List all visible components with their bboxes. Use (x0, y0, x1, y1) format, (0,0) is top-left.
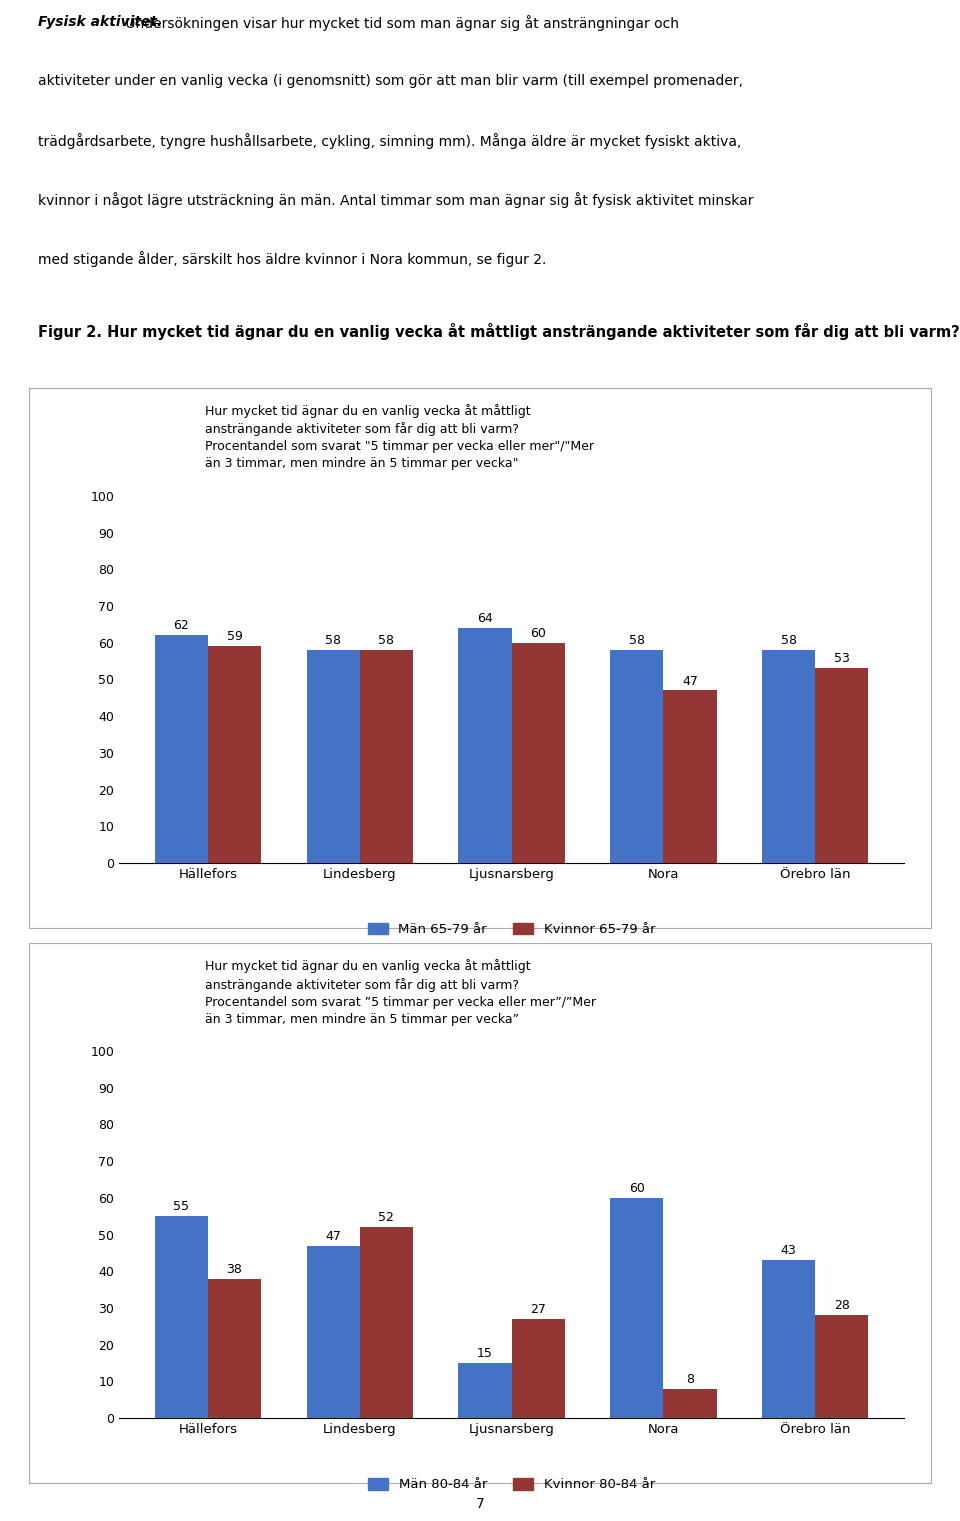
Bar (762, 1261, 815, 1418)
Text: 60: 60 (629, 1182, 645, 1196)
Bar (360, 1227, 413, 1418)
Text: 58: 58 (325, 634, 341, 646)
Text: 27: 27 (530, 1303, 546, 1316)
Text: 55: 55 (174, 1200, 189, 1214)
Bar (155, 636, 208, 862)
Text: 58: 58 (378, 634, 395, 646)
Bar (611, 1199, 663, 1418)
Text: Figur 2. Hur mycket tid ägnar du en vanlig vecka åt måttligt ansträngande aktivi: Figur 2. Hur mycket tid ägnar du en vanl… (38, 322, 960, 339)
Bar (512, 1319, 564, 1418)
Bar (459, 1363, 512, 1418)
Text: 62: 62 (174, 619, 189, 633)
Bar (459, 628, 512, 862)
Text: 47: 47 (325, 1229, 341, 1243)
Bar (512, 643, 564, 862)
Bar (611, 649, 663, 862)
Bar (306, 1246, 360, 1418)
Text: 38: 38 (227, 1262, 242, 1276)
Text: kvinnor i något lägre utsträckning än män. Antal timmar som man ägnar sig åt fys: kvinnor i något lägre utsträckning än mä… (38, 192, 754, 208)
Bar (663, 1389, 716, 1418)
Text: 7: 7 (475, 1497, 485, 1512)
Text: 60: 60 (530, 627, 546, 640)
Bar (208, 646, 261, 862)
Text: 53: 53 (834, 653, 850, 666)
Bar (360, 649, 413, 862)
Bar (155, 1217, 208, 1418)
Text: 64: 64 (477, 611, 492, 625)
Text: 59: 59 (227, 630, 242, 643)
Bar (762, 649, 815, 862)
Text: trädgårdsarbete, tyngre hushållsarbete, cykling, simning mm). Många äldre är myc: trädgårdsarbete, tyngre hushållsarbete, … (38, 134, 742, 149)
Text: Fysisk aktivitet.: Fysisk aktivitet. (38, 15, 162, 29)
Text: 8: 8 (686, 1373, 694, 1386)
Bar (815, 1316, 869, 1418)
Text: 15: 15 (477, 1348, 492, 1360)
Text: Hur mycket tid ägnar du en vanlig vecka åt måttligt
ansträngande aktiviteter som: Hur mycket tid ägnar du en vanlig vecka … (204, 405, 594, 470)
Text: Hur mycket tid ägnar du en vanlig vecka åt måttligt
ansträngande aktiviteter som: Hur mycket tid ägnar du en vanlig vecka … (204, 960, 596, 1025)
Text: 58: 58 (629, 634, 645, 646)
Text: aktiviteter under en vanlig vecka (i genomsnitt) som gör att man blir varm (till: aktiviteter under en vanlig vecka (i gen… (38, 75, 743, 88)
Text: Undersökningen visar hur mycket tid som man ägnar sig åt ansträngningar och: Undersökningen visar hur mycket tid som … (121, 15, 679, 30)
Legend: Män 65-79 år, Kvinnor 65-79 år: Män 65-79 år, Kvinnor 65-79 år (363, 917, 660, 941)
Bar (208, 1279, 261, 1418)
Legend: Män 80-84 år, Kvinnor 80-84 år: Män 80-84 år, Kvinnor 80-84 år (363, 1472, 660, 1497)
Text: 43: 43 (780, 1244, 797, 1258)
Text: 47: 47 (682, 674, 698, 687)
Text: 28: 28 (834, 1299, 850, 1313)
Bar (815, 668, 869, 862)
Text: 58: 58 (780, 634, 797, 646)
Bar (663, 691, 716, 862)
Text: 52: 52 (378, 1211, 395, 1224)
Text: med stigande ålder, särskilt hos äldre kvinnor i Nora kommun, se figur 2.: med stigande ålder, särskilt hos äldre k… (38, 251, 547, 268)
Bar (306, 649, 360, 862)
